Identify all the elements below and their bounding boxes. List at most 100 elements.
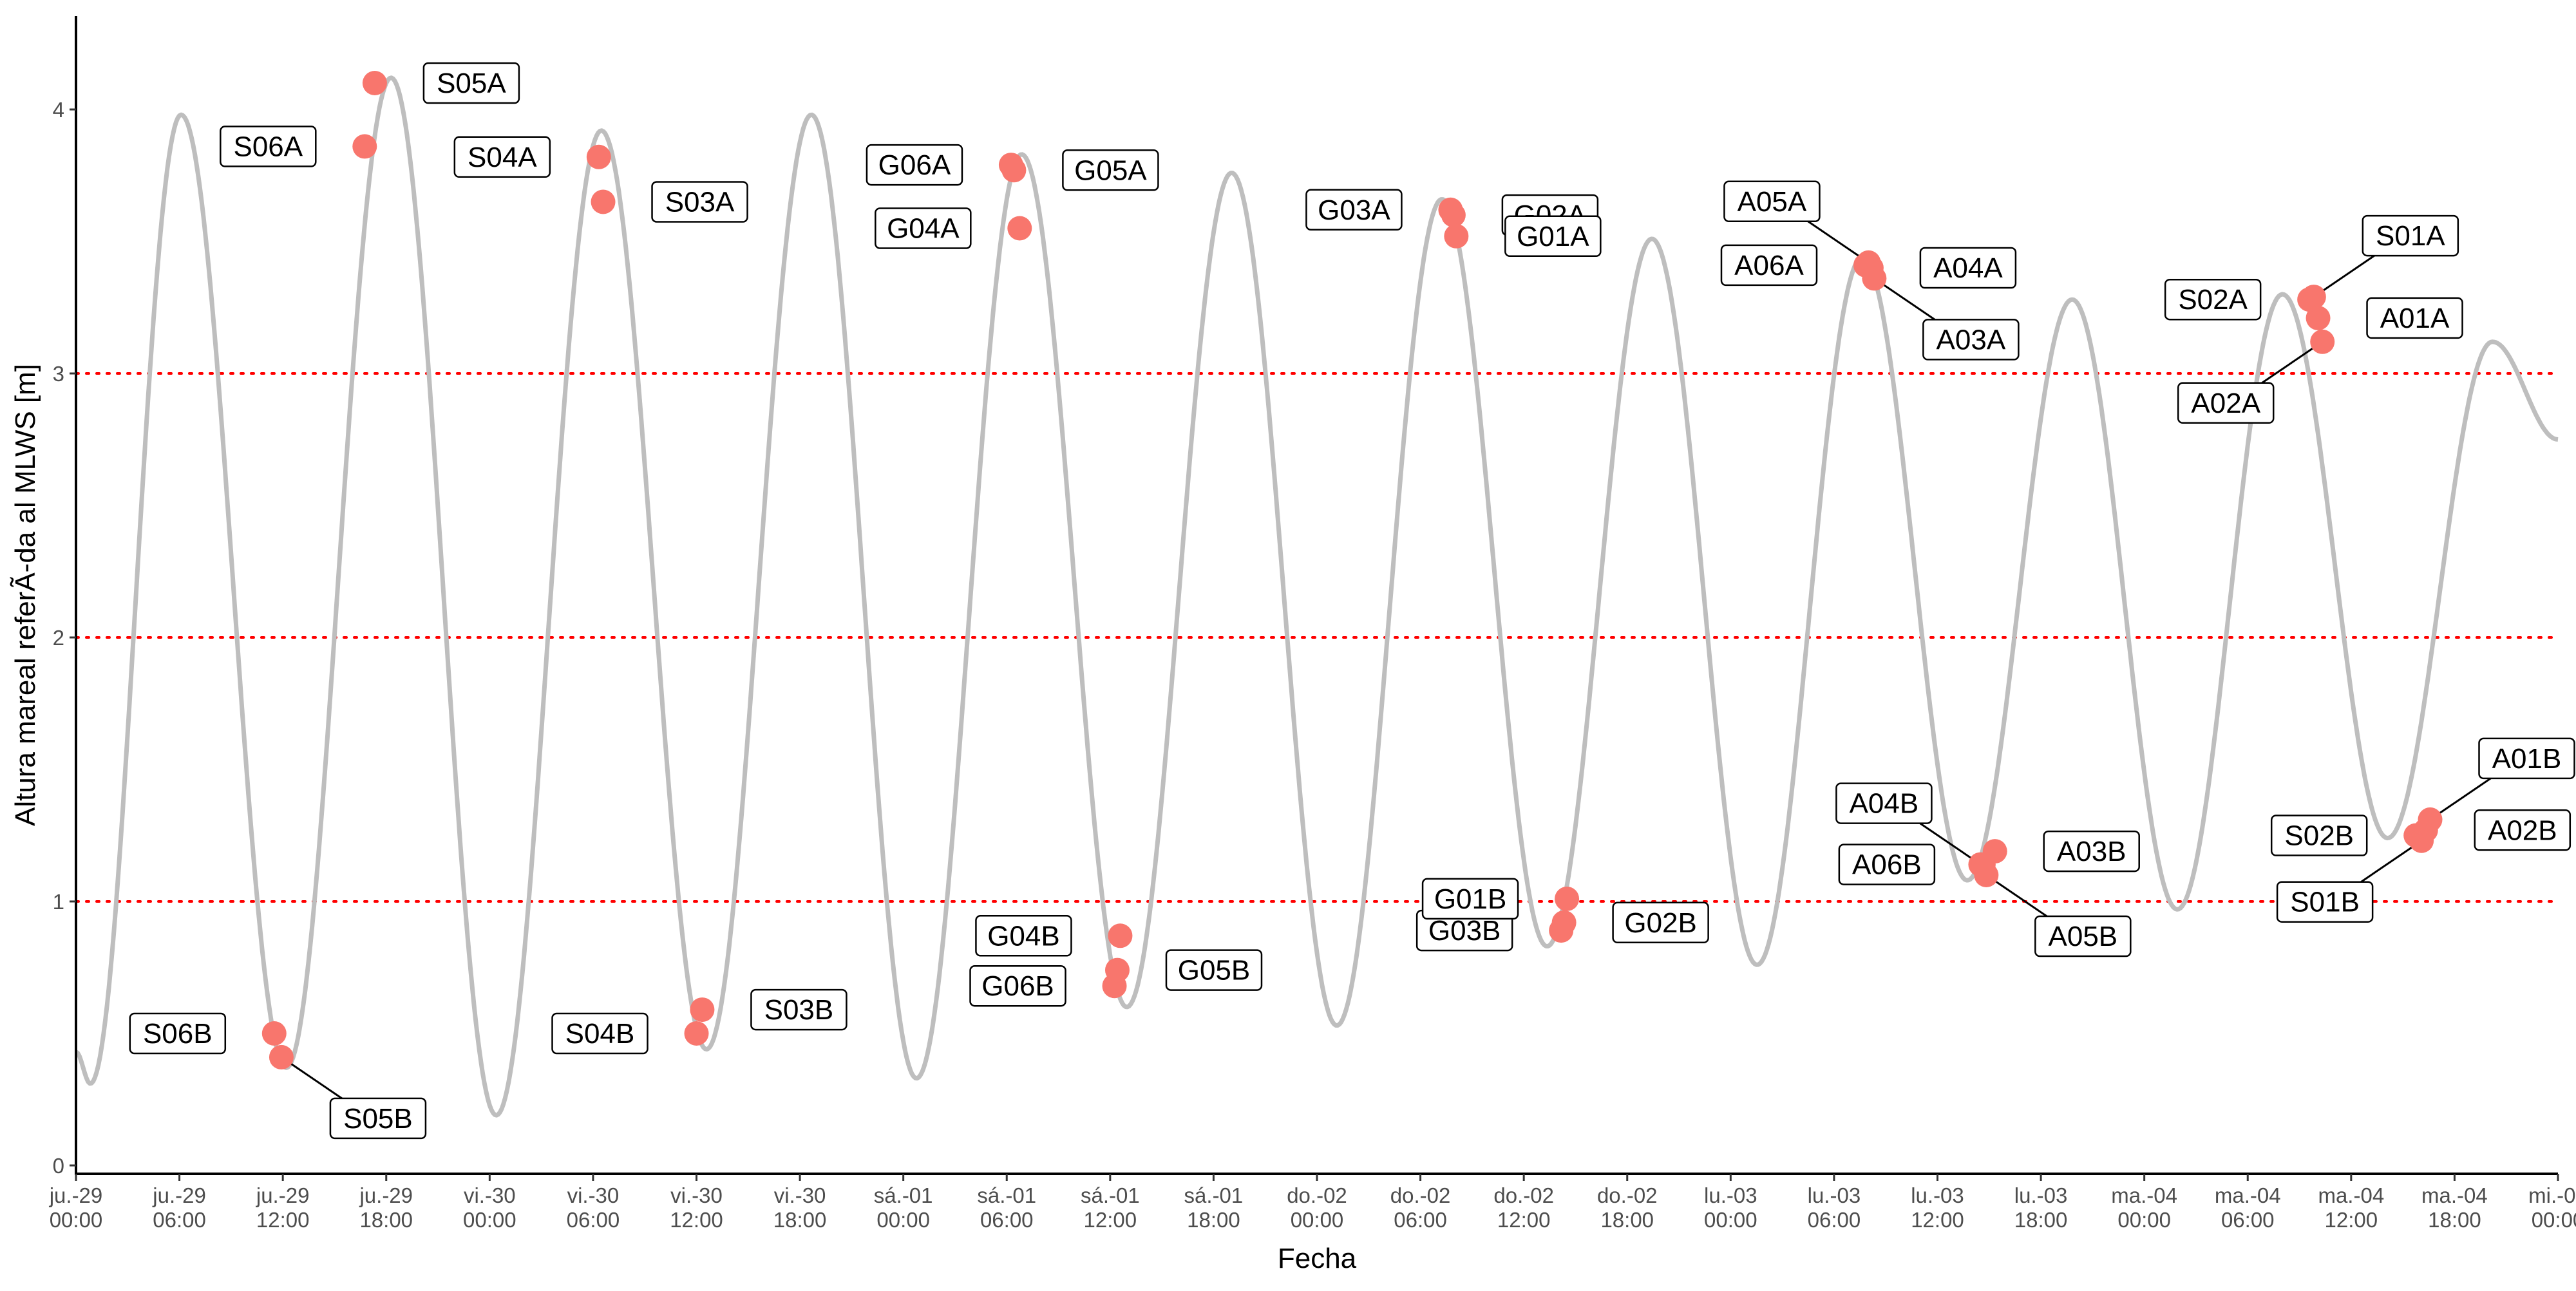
point-label: G04B [975,915,1072,957]
point-label-box [1919,247,2017,289]
point-label: S02B [2270,815,2368,856]
x-tick-label-time: 18:00 [359,1208,413,1232]
sample-point [2306,305,2331,330]
point-label: S04A [453,136,551,178]
y-axis-ticks: 0 1 2 3 4 [53,98,76,1178]
point-label-text: G05A [1074,155,1147,186]
point-label-text: A03B [2057,836,2126,867]
point-label-text: G01A [1517,221,1589,252]
point-label-text: S03B [764,994,834,1026]
sample-point [586,144,611,169]
point-label: A03A [1922,319,2020,361]
point-label-text: G05B [1178,955,1251,986]
point-label: S02A [2164,278,2262,321]
sample-point [1108,923,1133,948]
point-label: S05B [329,1097,427,1140]
point-label: S01B [2276,881,2374,923]
point-label-text: S06B [143,1018,213,1050]
x-tick-label-day: lu.-03 [2014,1183,2068,1207]
sample-point [1007,216,1032,241]
tide-curve [75,75,2559,1118]
x-tick-label-time: 12:00 [1497,1208,1551,1232]
point-label-box [866,144,963,186]
y-tick-label: 2 [53,626,64,650]
point-label-text: A01B [2492,743,2562,775]
point-label-text: A06B [1852,849,1922,881]
point-label-text: A03A [1937,324,2006,355]
point-label-text: S06A [233,131,303,162]
point-label-text: A02A [2191,388,2260,419]
point-label-box [2478,737,2575,780]
x-tick-label-day: do.-02 [1390,1183,1451,1207]
x-axis-ticks: ju.-2900:00ju.-2906:00ju.-2912:00ju.-291… [49,1174,2576,1232]
point-label-text: S04A [468,142,537,173]
point-label-text: S03A [665,187,735,218]
point-label: S06B [129,1012,227,1055]
x-tick-label-day: mi.-05 [2528,1183,2576,1207]
x-tick-label-day: ju.-29 [49,1183,103,1207]
point-label: S05A [422,62,520,104]
point-label: G06A [866,144,963,186]
point-label-box [975,915,1072,957]
sample-point [352,134,377,159]
point-label: A01A [2366,297,2463,339]
x-tick-label-day: ma.-04 [2421,1183,2488,1207]
point-label-text: A06A [1734,250,1804,281]
point-label: A05B [2034,915,2132,957]
x-tick-label-day: do.-02 [1493,1183,1554,1207]
point-label: S03A [651,181,748,223]
x-tick-label-day: vi.-30 [774,1183,826,1207]
point-label-text: G04B [987,920,1060,952]
x-tick-label-time: 06:00 [1394,1208,1447,1232]
point-label-text: A02B [2488,815,2557,846]
x-tick-label-time: 18:00 [2014,1208,2068,1232]
point-label-text: A04A [1933,252,2003,284]
x-tick-label-time: 06:00 [153,1208,206,1232]
y-axis-title: Altura mareal referÃ-da al MLWS [m] [9,364,41,826]
point-label: G03B [1416,909,1513,952]
sample-point [1444,223,1469,249]
point-label-box [2366,297,2463,339]
point-label-box [329,1097,427,1140]
x-tick-label-day: ju.-29 [256,1183,310,1207]
sample-point [1104,957,1130,983]
point-label: G01A [1504,215,1602,258]
point-label: A06B [1838,843,1936,885]
x-tick-label-day: ma.-04 [2318,1183,2384,1207]
point-label-box [1421,878,1519,920]
x-tick-label-time: 06:00 [1808,1208,1861,1232]
point-label: G05B [1165,949,1263,991]
point-label: A04A [1919,247,2017,289]
x-tick-label-time: 12:00 [1084,1208,1137,1232]
point-label-box [1062,149,1159,191]
data-points [261,71,2443,1070]
point-label-text: G04A [887,213,960,245]
point-label-box [422,62,520,104]
point-label: S03B [750,988,848,1031]
point-label-text: S05B [343,1103,413,1135]
point-label-text: G01B [1434,883,1507,915]
sample-point [2418,807,2443,832]
x-tick-label-time: 00:00 [50,1208,103,1232]
point-label-text: S02B [2284,820,2354,852]
point-label-text: A04B [1850,788,1919,820]
reference-lines [75,372,2559,903]
sample-point [1862,266,1887,291]
point-label-box [1922,319,2020,361]
y-tick-label: 0 [53,1154,64,1178]
point-label-text: A01A [2380,303,2450,334]
point-label-box [1504,215,1602,258]
point-label-text: S01A [2376,220,2445,252]
x-tick-label-time: 06:00 [980,1208,1034,1232]
x-tick-label-day: sá.-01 [874,1183,933,1207]
x-tick-label-day: do.-02 [1287,1183,1347,1207]
tide-curve-layer [75,75,2559,1118]
x-tick-label-time: 00:00 [463,1208,516,1232]
x-tick-label-day: ma.-04 [2111,1183,2177,1207]
x-tick-label-day: lu.-03 [1911,1183,1964,1207]
x-tick-label-time: 18:00 [773,1208,827,1232]
point-label-box [2362,214,2459,257]
point-label-text: A05A [1738,186,1807,218]
point-label: S01A [2362,214,2459,257]
